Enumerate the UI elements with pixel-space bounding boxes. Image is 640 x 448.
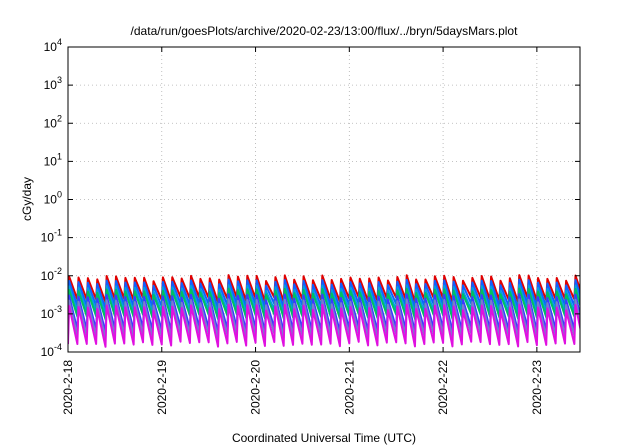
y-tick-label: 104 (44, 37, 62, 54)
y-tick-label: 100 (44, 190, 62, 207)
x-tick-label: 2020-2-23 (530, 360, 544, 415)
chart-title: /data/run/goesPlots/archive/2020-02-23/1… (131, 24, 519, 38)
y-tick-label: 10-2 (41, 266, 62, 283)
y-tick-label: 10-3 (41, 304, 62, 321)
x-tick-label: 2020-2-22 (436, 360, 450, 415)
x-tick-label: 2020-2-19 (155, 360, 169, 415)
series-layer (68, 274, 580, 348)
y-tick-label: 103 (44, 75, 62, 92)
y-tick-label: 10-4 (41, 342, 62, 359)
y-tick-label: 102 (44, 113, 62, 130)
x-tick-label: 2020-2-20 (249, 360, 263, 415)
x-axis-label: Coordinated Universal Time (UTC) (232, 431, 416, 445)
y-axis-label: cGy/day (20, 177, 34, 221)
y-tick-label: 10-1 (41, 228, 62, 245)
y-tick-label: 101 (44, 151, 62, 168)
x-tick-label: 2020-2-21 (342, 360, 356, 415)
series-line (68, 303, 580, 348)
x-tick-label: 2020-2-18 (61, 360, 75, 415)
x-axis-ticks: 2020-2-18 2020-2-19 2020-2-20 2020-2-21 2020… (61, 47, 544, 415)
